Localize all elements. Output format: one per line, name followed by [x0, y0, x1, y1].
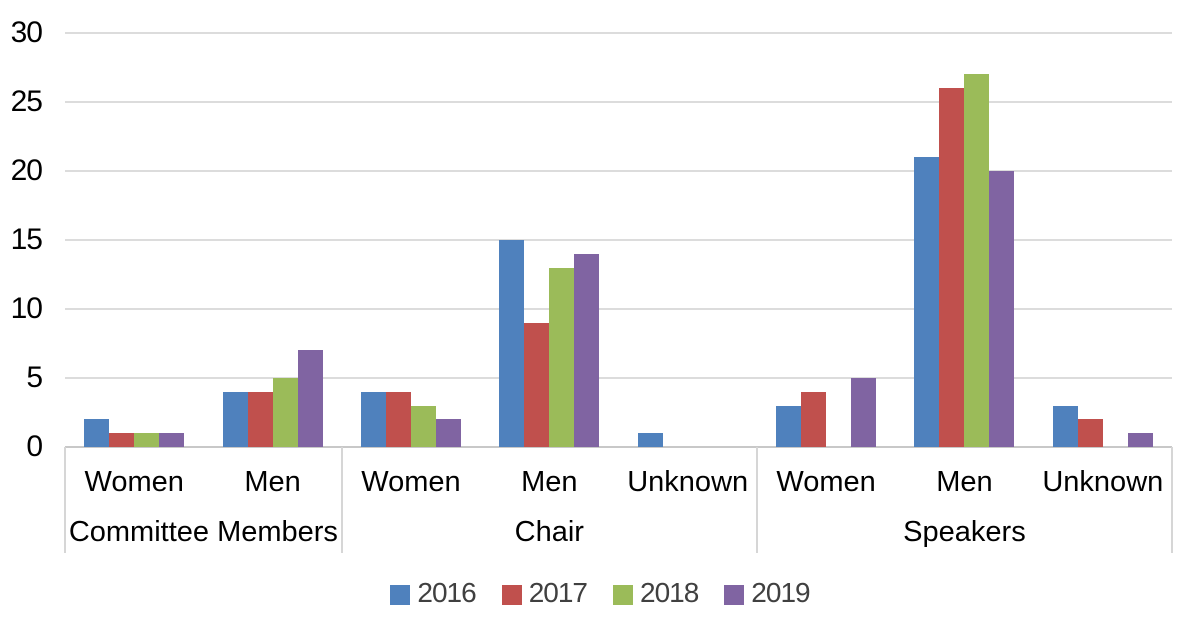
bar-2019-unknown [1127, 433, 1153, 447]
y-axis-tick-label: 20 [10, 154, 43, 187]
bar-2017-unknown [1077, 419, 1103, 447]
bar-2019-men [989, 171, 1015, 447]
y-axis-tick-label: 30 [10, 16, 43, 49]
legend-item-2019: 2019 [724, 577, 811, 608]
bar-2016-women [776, 405, 802, 447]
bar-2018-women [410, 405, 436, 447]
category-separator [755, 447, 758, 553]
gridline [65, 32, 1172, 34]
y-axis-tick-label: 5 [26, 361, 43, 394]
bar-2019-women [159, 433, 185, 447]
legend: 2016 2017 2018 2019 [0, 579, 1200, 607]
category-label: Men [244, 466, 301, 498]
bar-2017-women [109, 433, 135, 447]
legend-swatch-2018 [613, 585, 633, 605]
gridline [65, 377, 1172, 379]
category-label: Men [521, 466, 578, 498]
y-axis-tick-label: 15 [10, 223, 43, 256]
bar-2018-men [964, 74, 990, 447]
bar-2017-women [385, 391, 411, 447]
group-label: Speakers [903, 516, 1026, 548]
group-label: Committee Members [68, 516, 338, 548]
bar-2019-women [851, 378, 877, 447]
bar-2016-men [222, 391, 248, 447]
legend-swatch-2017 [501, 585, 522, 605]
bar-2017-women [801, 391, 827, 447]
legend-swatch-2016 [390, 585, 411, 605]
legend-label: 2018 [640, 577, 699, 608]
category-label: Men [936, 466, 993, 498]
bar-2019-men [574, 253, 600, 447]
category-separator [340, 447, 343, 553]
bar-2018-men [549, 267, 575, 447]
y-axis-tick-label: 0 [26, 430, 43, 463]
y-axis-tick-label: 10 [10, 292, 43, 325]
bar-2017-men [524, 322, 550, 447]
category-label: Women [84, 466, 184, 498]
bar-2016-unknown [637, 433, 663, 447]
bar-2019-women [435, 419, 461, 447]
gridline [65, 170, 1172, 172]
category-label: Women [361, 466, 461, 498]
bar-2016-women [360, 391, 386, 447]
legend-swatch-2019 [724, 585, 745, 605]
bar-2018-women [134, 433, 160, 447]
gridline [65, 101, 1172, 103]
legend-item-2016: 2016 [390, 577, 477, 608]
gridline [65, 239, 1172, 241]
x-axis-line [65, 446, 1172, 448]
bar-2018-men [272, 378, 298, 447]
bar-2016-men [914, 157, 940, 447]
bar-2017-men [939, 88, 965, 447]
y-axis-tick-label: 25 [10, 85, 43, 118]
legend-label: 2019 [751, 577, 810, 608]
legend-label: 2017 [528, 577, 588, 608]
legend-item-2018: 2018 [613, 577, 699, 608]
bar-2016-men [499, 240, 525, 447]
category-separator [1171, 447, 1173, 553]
bar-2017-men [247, 391, 273, 447]
legend-item-2017: 2017 [501, 577, 588, 608]
category-separator [64, 447, 66, 553]
group-label: Chair [514, 516, 584, 548]
gridline [65, 308, 1172, 310]
bar-2016-unknown [1052, 405, 1078, 447]
category-label: Unknown [627, 466, 749, 498]
bar-2019-men [297, 350, 323, 447]
category-label: Women [776, 466, 876, 498]
legend-label: 2016 [417, 577, 476, 608]
bar-2016-women [84, 419, 110, 447]
category-label: Unknown [1042, 466, 1164, 498]
